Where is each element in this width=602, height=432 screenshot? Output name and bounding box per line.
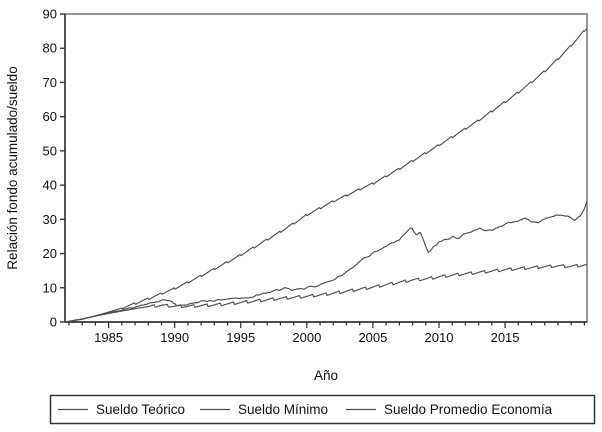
x-tick-label: 2005 xyxy=(358,330,387,345)
x-tick-label: 1995 xyxy=(226,330,255,345)
x-tick-label: 2010 xyxy=(425,330,454,345)
series-line-1 xyxy=(64,28,588,323)
y-tick-label: 60 xyxy=(43,109,57,124)
y-tick-label: 40 xyxy=(43,178,57,193)
x-tick-label: 2000 xyxy=(292,330,321,345)
x-tick-label: 1985 xyxy=(94,330,123,345)
legend-item-sueldo-teorico: Sueldo Teórico xyxy=(58,402,185,417)
y-tick-label: 0 xyxy=(50,315,57,330)
x-axis-title: Año xyxy=(314,368,338,383)
legend-label-sueldo-minimo: Sueldo Mínimo xyxy=(238,402,328,417)
legend-item-sueldo-promedio-economia: Sueldo Promedio Economía xyxy=(346,402,553,417)
y-tick-label: 70 xyxy=(43,75,57,90)
series-line-3 xyxy=(64,201,588,323)
y-tick-label: 10 xyxy=(43,280,57,295)
legend-item-sueldo-minimo: Sueldo Mínimo xyxy=(200,402,328,417)
y-tick-label: 50 xyxy=(43,143,57,158)
y-axis-title: Relación fondo acumulado/sueldo xyxy=(5,66,20,269)
legend-label-sueldo-teorico: Sueldo Teórico xyxy=(96,402,185,417)
y-tick-label: 90 xyxy=(43,7,57,22)
legend: Sueldo Teórico Sueldo Mínimo Sueldo Prom… xyxy=(49,394,596,425)
plot-frame xyxy=(64,13,588,323)
y-tick-label: 30 xyxy=(43,212,57,227)
x-tick-label: 2015 xyxy=(491,330,520,345)
series-line-2 xyxy=(64,263,587,323)
series-lines xyxy=(64,28,588,323)
y-tick-label: 80 xyxy=(43,41,57,56)
y-tick-label: 20 xyxy=(43,246,57,261)
axis-ticks: 0 10 20 30 40 50 60 70 80 90 1985 1990 1995 2000 2005 2… xyxy=(43,7,585,345)
legend-box xyxy=(49,394,596,425)
x-tick-label: 1990 xyxy=(160,330,189,345)
legend-label-sueldo-promedio-economia: Sueldo Promedio Economía xyxy=(384,402,553,417)
